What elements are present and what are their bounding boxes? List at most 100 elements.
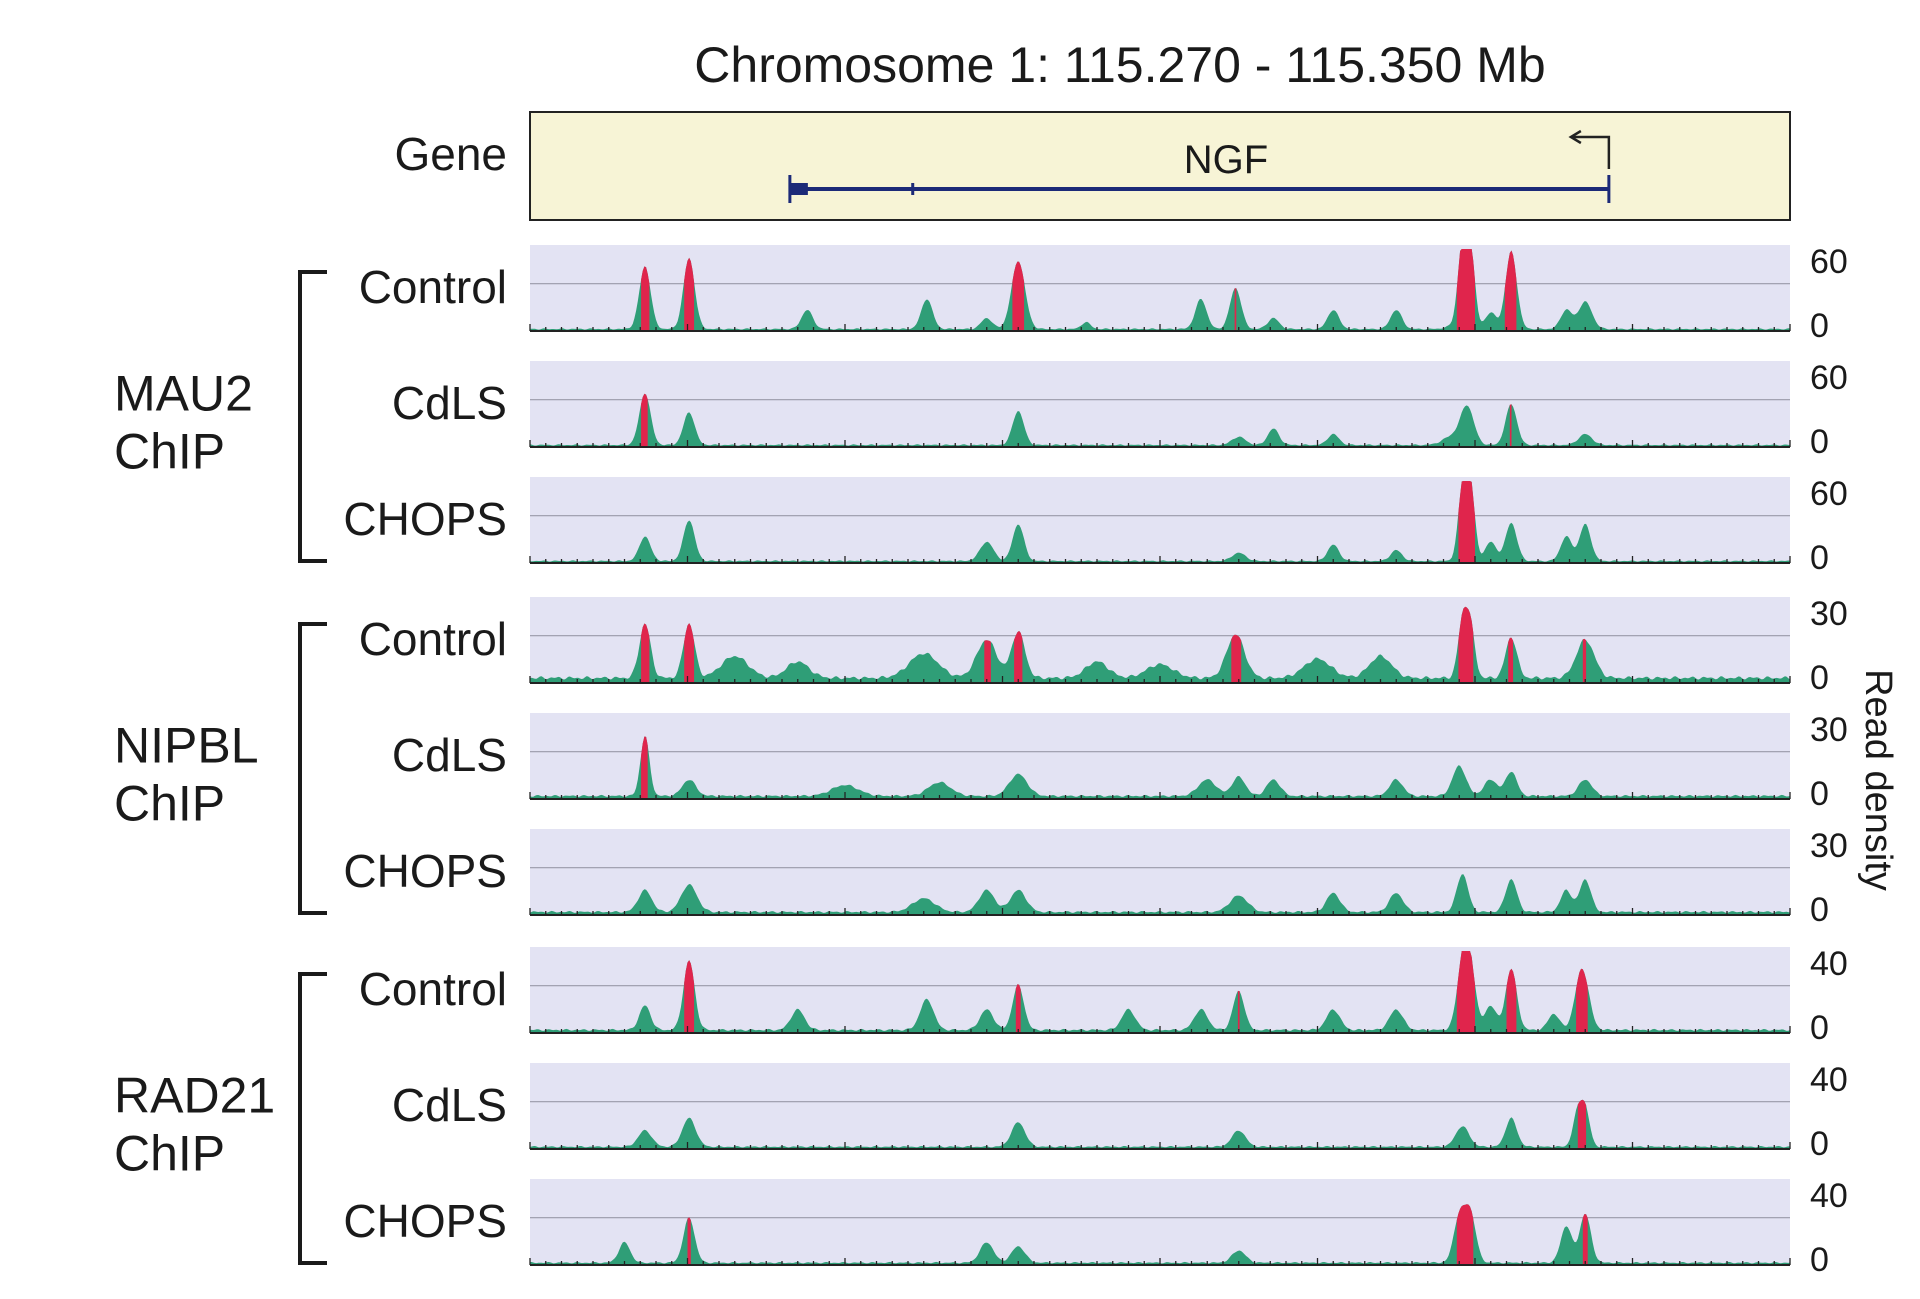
- track-ymax-label: 40: [1810, 945, 1848, 983]
- called-peak: [1014, 630, 1023, 683]
- called-peak: [1582, 638, 1587, 683]
- gene-track: Gene NGF: [394, 111, 1791, 221]
- track-ymin-label: 0: [1810, 307, 1829, 345]
- group-label-line2: ChIP: [114, 776, 225, 832]
- called-peak: [641, 266, 650, 331]
- gene-model: [788, 129, 1611, 203]
- signal-area: [530, 874, 1790, 915]
- tss-arrow-icon: [1572, 135, 1611, 169]
- called-peak: [1012, 261, 1025, 331]
- called-peak: [1237, 990, 1240, 1033]
- track-panel: [530, 245, 1790, 331]
- track-label: Control: [359, 963, 507, 1015]
- called-peak: [1508, 637, 1514, 683]
- track-panel: [530, 713, 1790, 799]
- called-peak: [1456, 249, 1475, 331]
- gene-track-label: Gene: [394, 128, 507, 180]
- track-ymax-label: 30: [1810, 827, 1848, 865]
- track-label: CHOPS: [343, 845, 507, 897]
- track-ymin-label: 0: [1810, 891, 1829, 929]
- track-ymax-label: 40: [1810, 1177, 1848, 1215]
- track-ymax-label: 60: [1810, 243, 1848, 281]
- gene-name: NGF: [1184, 138, 1268, 182]
- called-peak: [1576, 968, 1588, 1033]
- called-peak: [641, 623, 650, 683]
- y-axis-title: Read density: [1857, 669, 1899, 891]
- group-bracket: [298, 622, 327, 915]
- track-ymin-label: 0: [1810, 1009, 1829, 1047]
- track-2: CdLS 60 0: [392, 359, 1848, 461]
- group-bracket: [298, 972, 327, 1265]
- track-panel: [530, 829, 1790, 915]
- gene-utr-block: [789, 183, 808, 195]
- called-peak: [684, 623, 695, 683]
- called-peak: [1458, 606, 1474, 683]
- track-panel: [530, 361, 1790, 447]
- track-8: CdLS 40 0: [392, 1061, 1848, 1163]
- signal-tracks: Control 60 0 CdLS 60 0 CHOPS 60 0 Control 30 0 CdLS 3…: [343, 243, 1847, 1279]
- called-peak: [1506, 968, 1517, 1033]
- track-6: CHOPS 30 0: [343, 827, 1847, 929]
- track-ymin-label: 0: [1810, 775, 1829, 813]
- track-panel: [530, 1179, 1790, 1265]
- track-9: CHOPS 40 0: [343, 1177, 1847, 1279]
- called-peak: [1577, 1099, 1587, 1149]
- called-peak: [1234, 288, 1237, 331]
- track-ymin-label: 0: [1810, 659, 1829, 697]
- track-ymax-label: 40: [1810, 1061, 1848, 1099]
- called-peak: [1509, 404, 1512, 447]
- track-ymax-label: 60: [1810, 359, 1848, 397]
- track-4: Control 30 0: [359, 595, 1848, 697]
- track-panel: [530, 947, 1790, 1033]
- called-peak: [641, 736, 648, 799]
- track-ymin-label: 0: [1810, 1241, 1829, 1279]
- called-peak: [1015, 984, 1021, 1033]
- track-label: CdLS: [392, 729, 507, 781]
- signal-area: [530, 606, 1790, 683]
- signal-area: [530, 1099, 1790, 1149]
- group-label-line2: ChIP: [114, 424, 225, 480]
- signal-area: [530, 393, 1790, 447]
- track-5: CdLS 30 0: [392, 711, 1848, 813]
- group-label-line1: RAD21: [114, 1068, 275, 1124]
- called-peak: [1582, 1214, 1588, 1265]
- tss-arrow-head-icon: [1568, 129, 1582, 145]
- track-label: CdLS: [392, 377, 507, 429]
- called-peak: [1504, 250, 1517, 331]
- track-ymax-label: 60: [1810, 475, 1848, 513]
- track-ymin-label: 0: [1810, 1125, 1829, 1163]
- chart-title: Chromosome 1: 115.270 - 115.350 Mb: [694, 37, 1545, 93]
- group-bracket: [298, 270, 327, 563]
- track-1: Control 60 0: [359, 243, 1848, 345]
- track-ymin-label: 0: [1810, 423, 1829, 461]
- called-peak: [1456, 951, 1475, 1033]
- called-peak: [984, 640, 991, 683]
- gene-track-box: [529, 111, 1791, 221]
- called-peak: [641, 393, 648, 447]
- track-label: CHOPS: [343, 1195, 507, 1247]
- track-ymax-label: 30: [1810, 595, 1848, 633]
- track-3: CHOPS 60 0: [343, 475, 1847, 577]
- called-peak: [684, 960, 695, 1033]
- track-panel: [530, 477, 1790, 563]
- called-peak: [687, 1217, 691, 1265]
- track-label: CHOPS: [343, 493, 507, 545]
- called-peak: [1231, 634, 1242, 683]
- track-7: Control 40 0: [359, 945, 1848, 1047]
- track-label: Control: [359, 261, 507, 313]
- track-ymax-label: 30: [1810, 711, 1848, 749]
- group-label-line1: NIPBL: [114, 718, 259, 774]
- track-label: Control: [359, 613, 507, 665]
- track-panel: [530, 1063, 1790, 1149]
- signal-area: [530, 1204, 1790, 1265]
- called-peak: [1456, 1204, 1474, 1265]
- group-label-line1: MAU2: [114, 366, 253, 422]
- called-peak: [1458, 481, 1475, 563]
- track-label: CdLS: [392, 1079, 507, 1131]
- group-label-line2: ChIP: [114, 1126, 225, 1182]
